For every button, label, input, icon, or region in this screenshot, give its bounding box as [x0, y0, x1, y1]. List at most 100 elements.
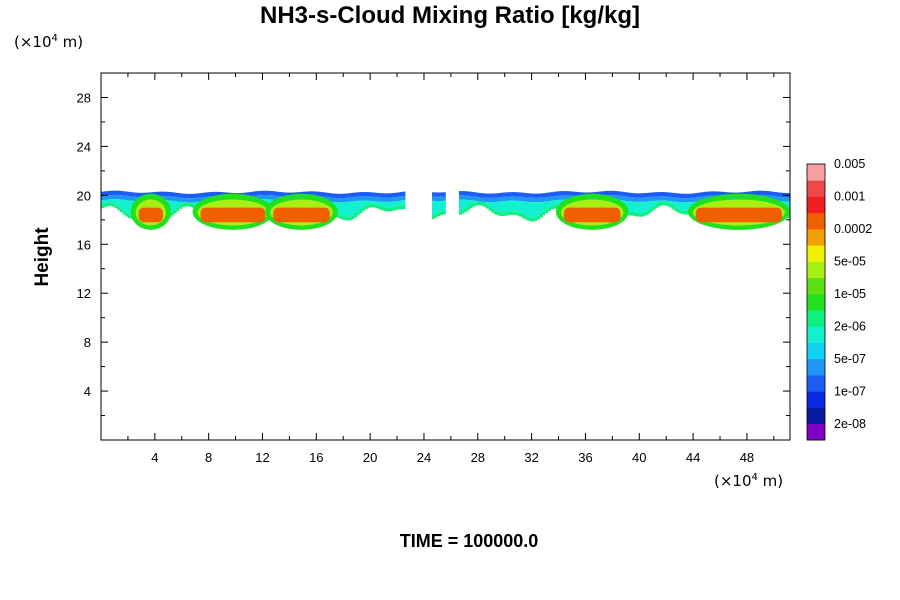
cloud-cell: [434, 196, 438, 201]
cloud-cell: [367, 200, 371, 205]
cloud-cell: [106, 202, 110, 207]
cloud-cell: [351, 192, 355, 198]
cloud-cell: [168, 196, 172, 201]
cloud-cell: [343, 193, 347, 198]
cloud-cell: [208, 192, 212, 197]
cloud-cell: [189, 198, 193, 203]
cloud-cell: [711, 191, 715, 196]
cloud-cell: [666, 192, 670, 197]
cloud-cell: [695, 197, 699, 202]
cloud-cell: [394, 201, 398, 207]
cloud-cell: [771, 195, 775, 201]
cloud-cell: [173, 192, 177, 197]
x-tick-label: 24: [417, 450, 431, 465]
cloud-cell: [340, 202, 344, 216]
cloud-cell: [663, 196, 667, 201]
cloud-cell: [375, 204, 379, 209]
cloud-cell: [633, 212, 637, 217]
cloud-cell: [652, 192, 656, 197]
cloud-cell: [641, 193, 645, 198]
cloud-cell: [561, 195, 565, 200]
cloud-cell: [162, 191, 166, 196]
cloud-cell: [687, 193, 691, 199]
cloud-core: [273, 207, 330, 223]
colorbar-swatch: [807, 245, 825, 262]
cloud-cell: [122, 195, 126, 200]
cloud-cell: [165, 191, 169, 197]
y-tick-label: 20: [77, 188, 91, 203]
cloud-cell: [458, 211, 462, 215]
cloud-cell: [534, 202, 538, 218]
cloud-cell: [109, 199, 113, 203]
cloud-cell: [639, 193, 643, 198]
cloud-cell: [547, 201, 551, 208]
cloud-cell: [528, 197, 532, 202]
colorbar-label: 1e-07: [834, 384, 866, 398]
cloud-cell: [383, 193, 387, 198]
cloud-cell: [488, 193, 492, 198]
cloud-cell: [370, 196, 374, 201]
cloud-cell: [520, 213, 524, 218]
cloud-cell: [254, 191, 258, 196]
colorbar-swatch: [807, 326, 825, 343]
y-tick-label: 4: [84, 384, 91, 399]
cloud-cell: [119, 190, 123, 196]
cloud-cell: [388, 193, 392, 198]
cloud-cell: [257, 190, 261, 196]
cloud-cell: [679, 193, 683, 198]
x-tick-label: 28: [471, 450, 485, 465]
cloud-cell: [106, 195, 110, 200]
cloud-cell: [265, 190, 269, 195]
cloud-cell: [687, 202, 691, 211]
cloud-core: [200, 207, 266, 223]
cloud-cell: [676, 197, 680, 202]
cloud-cell: [644, 197, 648, 202]
cloud-cell: [676, 208, 680, 213]
cloud-cell: [693, 193, 697, 198]
cloud-cell: [475, 201, 479, 202]
cloud-cell: [523, 201, 527, 216]
cloud-cell: [308, 191, 312, 196]
colorbar-label: 0.001: [834, 189, 865, 203]
cloud-cell: [507, 192, 511, 197]
cloud-cell: [345, 197, 349, 202]
cloud-cell: [491, 202, 495, 209]
cloud-core: [695, 207, 782, 223]
cloud-cell: [440, 200, 444, 212]
cloud-cell: [526, 193, 530, 198]
cloud-cell: [545, 192, 549, 198]
cloud-cell: [327, 192, 331, 198]
cloud-cell: [114, 190, 118, 195]
cloud-cell: [512, 196, 516, 201]
cloud-cell: [458, 191, 462, 196]
cloud-cell: [776, 192, 780, 197]
cloud-cell: [397, 196, 401, 201]
cloud-cell: [103, 191, 107, 196]
cloud-cell: [493, 197, 497, 202]
cloud-cell: [714, 191, 718, 196]
cloud-cell: [528, 217, 532, 222]
cloud-cell: [332, 193, 336, 198]
cloud-cell: [378, 197, 382, 202]
cloud-cell: [655, 204, 659, 208]
cloud-cell: [461, 199, 465, 210]
cloud-cell: [615, 195, 619, 200]
cloud-cell: [367, 204, 371, 208]
cloud-cell: [671, 205, 675, 210]
cloud-cell: [787, 197, 790, 202]
cloud-cell: [399, 205, 403, 210]
cloud-cell: [760, 190, 764, 195]
cloud-cell: [663, 192, 667, 197]
cloud-cell: [606, 190, 610, 196]
cloud-cell: [335, 198, 339, 203]
cloud-cell: [631, 197, 635, 202]
cloud-cell: [496, 211, 500, 216]
cloud-cell: [353, 192, 357, 197]
cloud-cell: [550, 196, 554, 201]
cloud-cell: [577, 192, 581, 197]
cloud-cell: [631, 201, 635, 212]
cloud-cell: [181, 197, 185, 203]
colorbar-swatch: [807, 212, 825, 230]
cloud-cell: [173, 201, 177, 210]
